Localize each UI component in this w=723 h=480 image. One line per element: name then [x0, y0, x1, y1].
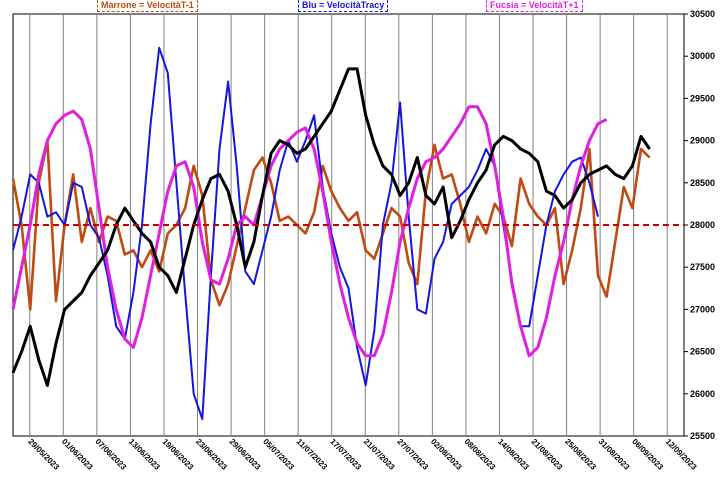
y-tick-label: 28500: [690, 178, 715, 188]
series-line-fucsia: [11, 105, 608, 358]
y-tick-label: 28000: [690, 220, 715, 230]
y-tick-label: 29000: [690, 136, 715, 146]
y-tick-label: 30000: [690, 51, 715, 61]
series-line-marrone: [11, 139, 651, 311]
y-axis-ticks: 25500 26000 26500 27000 27500 28000 28500 29000…: [684, 9, 715, 441]
y-tick-label: 30500: [690, 9, 715, 19]
x-tick-label: 23/06/2023: [194, 437, 229, 472]
legend-marrone: Marrone = VelocitàT-1: [97, 0, 198, 12]
legend-blu: Blu = VelocitàTracy: [298, 0, 389, 12]
x-tick-label: 06/09/2023: [630, 437, 665, 472]
x-tick-label: 12/09/2023: [664, 437, 699, 472]
x-tick-label: 05/07/2023: [261, 437, 296, 472]
x-tick-label: 13/06/2023: [127, 437, 162, 472]
x-tick-label: 21/08/2023: [530, 437, 565, 472]
y-tick-label: 25500: [690, 431, 715, 441]
x-tick-label: 14/08/2023: [496, 437, 531, 472]
x-tick-label: 29/06/2023: [228, 437, 263, 472]
series-line-black: [11, 67, 651, 387]
y-tick-label: 26500: [690, 347, 715, 357]
x-axis-ticks: 29/05/202301/06/202307/06/202313/06/2023…: [26, 437, 699, 472]
x-tick-label: 25/08/2023: [563, 437, 598, 472]
x-tick-label: 21/07/2023: [362, 437, 397, 472]
x-tick-label: 27/07/2023: [395, 437, 430, 472]
x-tick-label: 17/07/2023: [328, 437, 363, 472]
x-tick-label: 19/06/2023: [161, 437, 196, 472]
y-tick-label: 27500: [690, 262, 715, 272]
x-tick-label: 29/05/2023: [26, 437, 61, 472]
legend-fucsia: Fucsia = VelocitàT+1: [486, 0, 583, 12]
x-tick-label: 01/06/2023: [60, 437, 95, 472]
x-tick-label: 08/08/2023: [463, 437, 498, 472]
x-tick-label: 02/08/2023: [429, 437, 464, 472]
y-tick-label: 29500: [690, 93, 715, 103]
x-tick-label: 11/07/2023: [295, 437, 330, 472]
y-tick-label: 26000: [690, 389, 715, 399]
y-tick-label: 27000: [690, 304, 715, 314]
series-group: [11, 46, 651, 421]
x-tick-label: 07/06/2023: [93, 437, 128, 472]
x-tick-label: 31/08/2023: [597, 437, 632, 472]
